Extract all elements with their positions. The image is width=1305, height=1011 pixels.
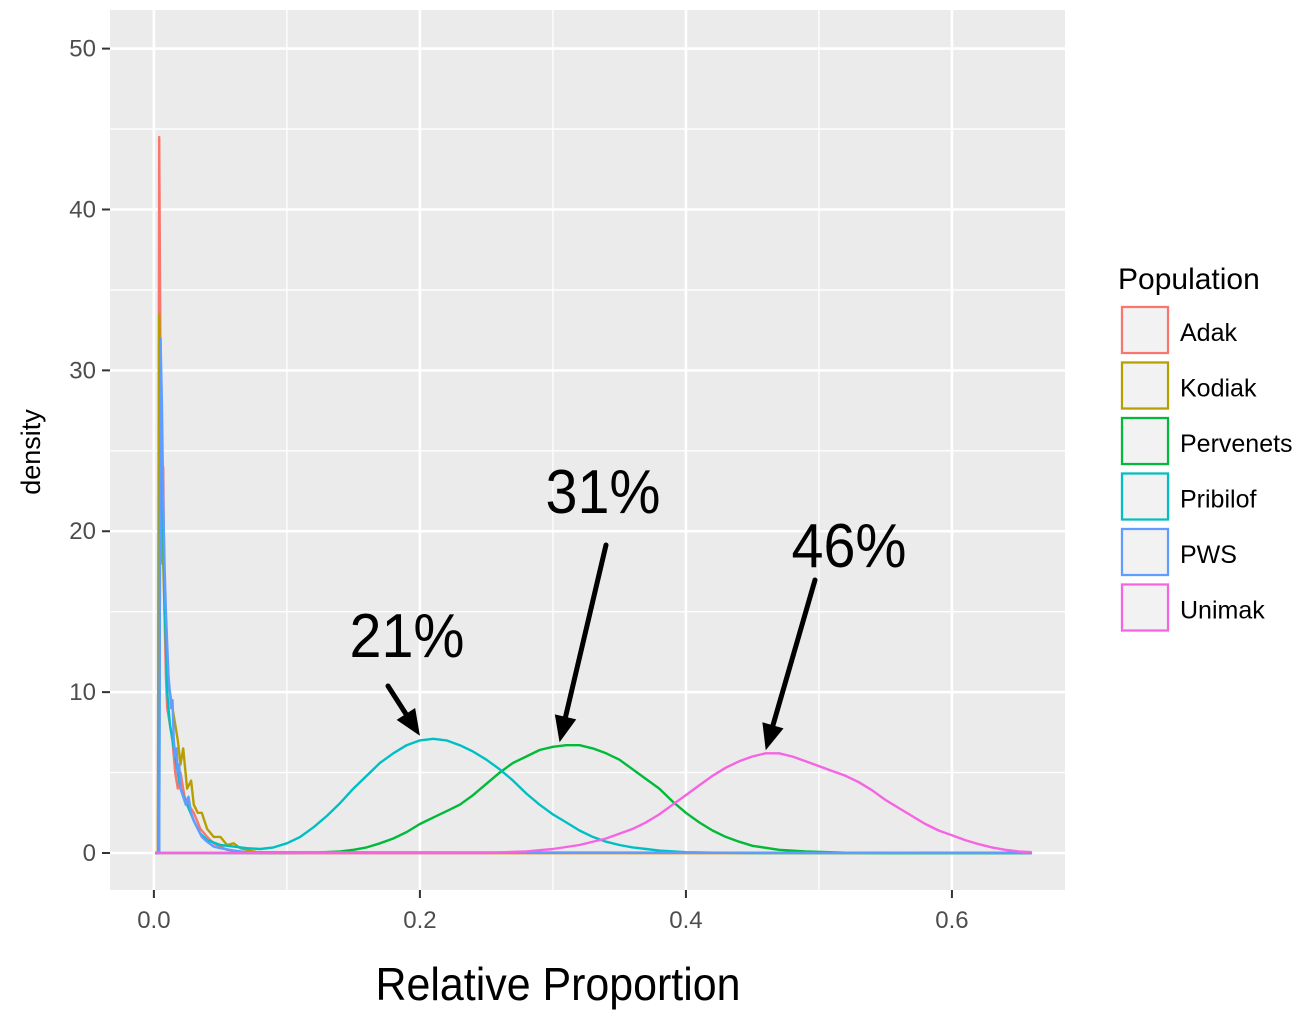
- legend-key: [1119, 582, 1171, 633]
- annotation: 31%: [546, 458, 661, 743]
- series-line-pervenets: [155, 744, 1032, 855]
- annotation-arrowhead: [396, 707, 420, 736]
- x-axis-title: Relative Proportion: [376, 958, 741, 1010]
- legend-key: [1119, 360, 1171, 411]
- series-line-pws: [155, 337, 1032, 855]
- panel-background: [110, 10, 1065, 890]
- annotation: 46%: [762, 512, 907, 751]
- legend-key: [1119, 415, 1171, 467]
- y-tick-label: 40: [69, 196, 96, 223]
- y-tick-label: 10: [69, 679, 96, 706]
- annotation-arrow: [562, 542, 609, 724]
- annotation-arrow: [385, 683, 411, 720]
- legend-key-swatch: [1120, 361, 1170, 410]
- x-tick-label: 0.0: [137, 907, 170, 934]
- x-tick-label: 0.6: [935, 907, 968, 934]
- legend-entry-kodiak: Kodiak: [1119, 360, 1257, 411]
- annotations: 21% 31% 46%: [350, 458, 907, 751]
- legend-entry-pervenets: Pervenets: [1119, 415, 1293, 467]
- series-line-unimak: [155, 752, 1032, 855]
- annotation: 21%: [350, 602, 465, 736]
- annotation-arrowhead: [762, 722, 784, 751]
- annotation-label: 21%: [350, 602, 465, 671]
- legend-entry-pribilof: Pribilof: [1119, 471, 1256, 522]
- legend-label: Pervenets: [1180, 430, 1293, 458]
- y-tick-label: 30: [69, 357, 96, 384]
- legend-key-swatch: [1120, 527, 1170, 577]
- legend: Population Adak Kodiak Pervenets Pribilof PWS…: [1118, 263, 1293, 633]
- series-line-pribilof: [155, 337, 1032, 855]
- legend-key-swatch: [1120, 305, 1170, 355]
- legend-label: PWS: [1180, 541, 1237, 569]
- legend-label: Adak: [1180, 319, 1237, 347]
- legend-label: Unimak: [1180, 597, 1265, 625]
- legend-title: Population: [1118, 263, 1260, 296]
- annotation-arrow: [769, 577, 818, 732]
- annotation-arrowhead: [554, 714, 577, 743]
- legend-key: [1119, 471, 1171, 522]
- y-axis-title: density: [16, 409, 46, 495]
- legend-entry-adak: Adak: [1119, 304, 1237, 356]
- annotation-label: 31%: [546, 458, 661, 527]
- legend-key: [1119, 304, 1171, 356]
- series-lines: [155, 135, 1032, 855]
- plot-panel: [110, 10, 1065, 890]
- y-tick-label: 50: [69, 36, 96, 63]
- x-tick-label: 0.4: [669, 907, 702, 934]
- y-tick-label: 20: [69, 518, 96, 545]
- legend-label: Pribilof: [1180, 486, 1256, 514]
- legend-label: Kodiak: [1180, 375, 1257, 403]
- x-tick-label: 0.2: [403, 907, 436, 934]
- legend-key: [1119, 526, 1171, 578]
- legend-key-swatch: [1120, 583, 1170, 632]
- annotation-label: 46%: [792, 512, 907, 581]
- y-tick-label: 0: [83, 840, 96, 867]
- legend-key-swatch: [1120, 416, 1170, 466]
- legend-key-swatch: [1120, 472, 1170, 521]
- legend-entry-unimak: Unimak: [1119, 582, 1265, 633]
- axes: 0.0 0.2 0.4 0.6 0 10 20 30 40 50 Relative Proporti…: [16, 36, 969, 1010]
- legend-entry-pws: PWS: [1119, 526, 1237, 578]
